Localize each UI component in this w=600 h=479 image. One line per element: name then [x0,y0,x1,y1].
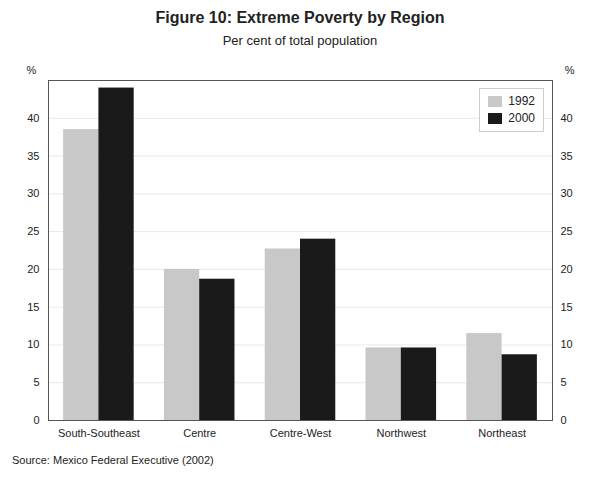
svg-text:15: 15 [561,301,573,313]
svg-text:30: 30 [561,187,573,199]
svg-text:20: 20 [561,263,573,275]
svg-text:25: 25 [561,225,573,237]
html-text:1992: 1992 [508,94,535,108]
html-text:Figure 10: Extreme Poverty by: Figure 10: Extreme Poverty by Region [155,9,445,26]
svg-text:5: 5 [561,376,567,388]
svg-text:%: % [565,64,575,76]
svg-text:South-Southeast: South-Southeast [58,427,140,439]
svg-text:25: 25 [27,225,39,237]
html-text:Source: Mexico Federal Executi: Source: Mexico Federal Executive (2002) [12,454,214,466]
svg-text:%: % [27,64,37,76]
svg-text:Northeast: Northeast [478,427,526,439]
svg-text:0: 0 [561,414,567,426]
html-text:Per cent of total population: Per cent of total population [222,33,378,48]
svg-text:35: 35 [27,150,39,162]
html-text:2000: 2000 [508,111,535,125]
svg-text:Northwest: Northwest [377,427,427,439]
svg-text:40: 40 [27,112,39,124]
svg-text:10: 10 [27,338,39,350]
svg-text:35: 35 [561,150,573,162]
svg-text:Centre-West: Centre-West [270,427,332,439]
svg-text:30: 30 [27,187,39,199]
svg-text:15: 15 [27,301,39,313]
svg-text:20: 20 [27,263,39,275]
svg-text:Centre: Centre [183,427,216,439]
svg-text:10: 10 [561,338,573,350]
svg-text:40: 40 [561,112,573,124]
svg-text:5: 5 [33,376,39,388]
svg-text:0: 0 [33,414,39,426]
